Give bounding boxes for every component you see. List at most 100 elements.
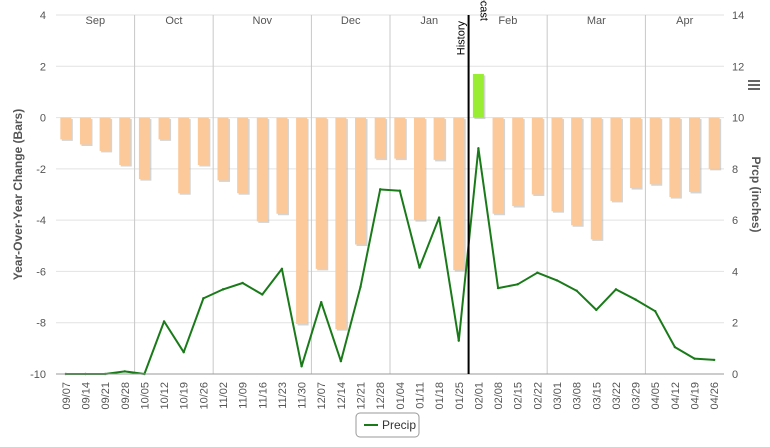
x-tick-label: 01/04 <box>395 382 407 410</box>
y-right-axis-title: Prcp (inches) <box>749 156 763 232</box>
menu-icon[interactable] <box>746 78 764 92</box>
x-tick-label: 09/28 <box>120 382 132 410</box>
y-left-tick-label: -8 <box>36 318 46 330</box>
precip-point <box>202 297 205 300</box>
precip-point <box>398 189 402 192</box>
precip-point <box>536 271 539 274</box>
y-right-tick-label: 2 <box>732 318 738 330</box>
bar <box>708 117 720 169</box>
y-right-tick-label: 8 <box>732 164 738 176</box>
x-tick-label: 11/23 <box>277 382 289 409</box>
bar <box>413 117 425 221</box>
x-tick-label: 10/19 <box>179 382 191 410</box>
x-tick-label: 04/19 <box>690 382 702 410</box>
precip-point <box>712 358 716 362</box>
bar <box>217 117 229 181</box>
month-label: Sep <box>86 15 106 27</box>
legend-box[interactable] <box>355 412 420 438</box>
bar <box>453 117 465 271</box>
legend-label[interactable]: Precip <box>382 418 416 432</box>
x-tick-label: 01/25 <box>454 382 466 410</box>
bar <box>630 117 642 189</box>
bar <box>99 117 111 151</box>
bar <box>138 117 150 180</box>
history-label: History <box>456 21 468 56</box>
y-left-tick-label: -6 <box>36 266 46 278</box>
precip-point <box>359 285 362 289</box>
y-left-tick-label: -10 <box>30 369 46 381</box>
x-tick-label: 09/07 <box>61 382 73 410</box>
bar <box>689 117 701 192</box>
precip-point <box>261 293 264 296</box>
bar <box>551 117 563 212</box>
bar <box>669 117 681 198</box>
bar <box>276 117 288 214</box>
bar <box>649 117 661 185</box>
x-tick-label: 12/28 <box>375 382 387 410</box>
bar <box>296 117 308 324</box>
y-right-tick-label: 12 <box>732 61 744 73</box>
x-tick-label: 10/26 <box>198 382 210 410</box>
precip-point <box>162 320 166 323</box>
bar <box>571 117 583 226</box>
y-left-tick-label: 2 <box>40 61 46 73</box>
y-left-axis-title: Year-Over-Year Change (Bars) <box>11 109 25 280</box>
y-left-tick-label: -2 <box>36 164 46 176</box>
x-tick-label: 11/09 <box>238 382 250 409</box>
forecast-label: Forecast <box>478 0 490 21</box>
precip-point <box>123 370 126 373</box>
precip-point <box>614 288 618 291</box>
precip-point <box>457 339 460 342</box>
x-tick-label: 11/30 <box>297 382 309 409</box>
x-tick-label: 03/01 <box>552 382 564 410</box>
x-tick-label: 03/29 <box>631 382 643 410</box>
y-right-tick-label: 6 <box>732 215 738 227</box>
bar-series <box>60 73 722 331</box>
x-tick-label: 03/22 <box>611 382 623 410</box>
bar <box>492 117 504 214</box>
month-label: Jan <box>420 15 438 27</box>
precip-point <box>693 357 696 360</box>
precip-point <box>516 283 519 286</box>
bar <box>237 117 249 194</box>
x-tick-label: 11/02 <box>218 382 230 409</box>
precip-point <box>595 308 598 312</box>
precip-point <box>241 281 244 285</box>
precip-point <box>477 147 480 150</box>
bar <box>355 117 367 245</box>
month-label: Oct <box>165 15 182 27</box>
month-label: Nov <box>253 15 273 27</box>
month-label: Feb <box>498 15 517 27</box>
precip-point <box>673 345 677 349</box>
y-right-tick-label: 14 <box>732 10 744 22</box>
precip-point <box>575 289 578 292</box>
bar <box>79 117 91 145</box>
x-tick-label: 01/18 <box>434 382 446 410</box>
y-right-tick-label: 4 <box>732 266 738 278</box>
precip-point <box>300 365 303 368</box>
x-tick-label: 03/08 <box>572 382 584 410</box>
x-tick-label: 02/01 <box>473 382 485 410</box>
bar <box>119 117 131 166</box>
x-tick-label: 03/15 <box>591 382 603 410</box>
y-left-tick-label: 0 <box>40 113 46 125</box>
x-tick-label: 12/07 <box>316 382 328 410</box>
bar <box>374 117 386 159</box>
precip-point <box>555 279 559 282</box>
precip-point <box>280 267 284 271</box>
x-tick-label: 12/21 <box>356 382 368 410</box>
bar <box>315 117 327 269</box>
legend[interactable]: Precip <box>355 412 420 438</box>
x-tick-label: 10/12 <box>159 382 171 410</box>
x-tick-label: 02/15 <box>513 382 525 410</box>
precip-line <box>65 147 715 375</box>
grid <box>56 14 724 375</box>
bar <box>433 117 445 160</box>
precip-point <box>654 309 657 313</box>
y-right-tick-label: 0 <box>732 369 738 381</box>
x-tick-label: 02/08 <box>493 382 505 410</box>
precip-point <box>339 359 343 363</box>
bar <box>472 73 484 118</box>
precip-point <box>378 188 382 191</box>
